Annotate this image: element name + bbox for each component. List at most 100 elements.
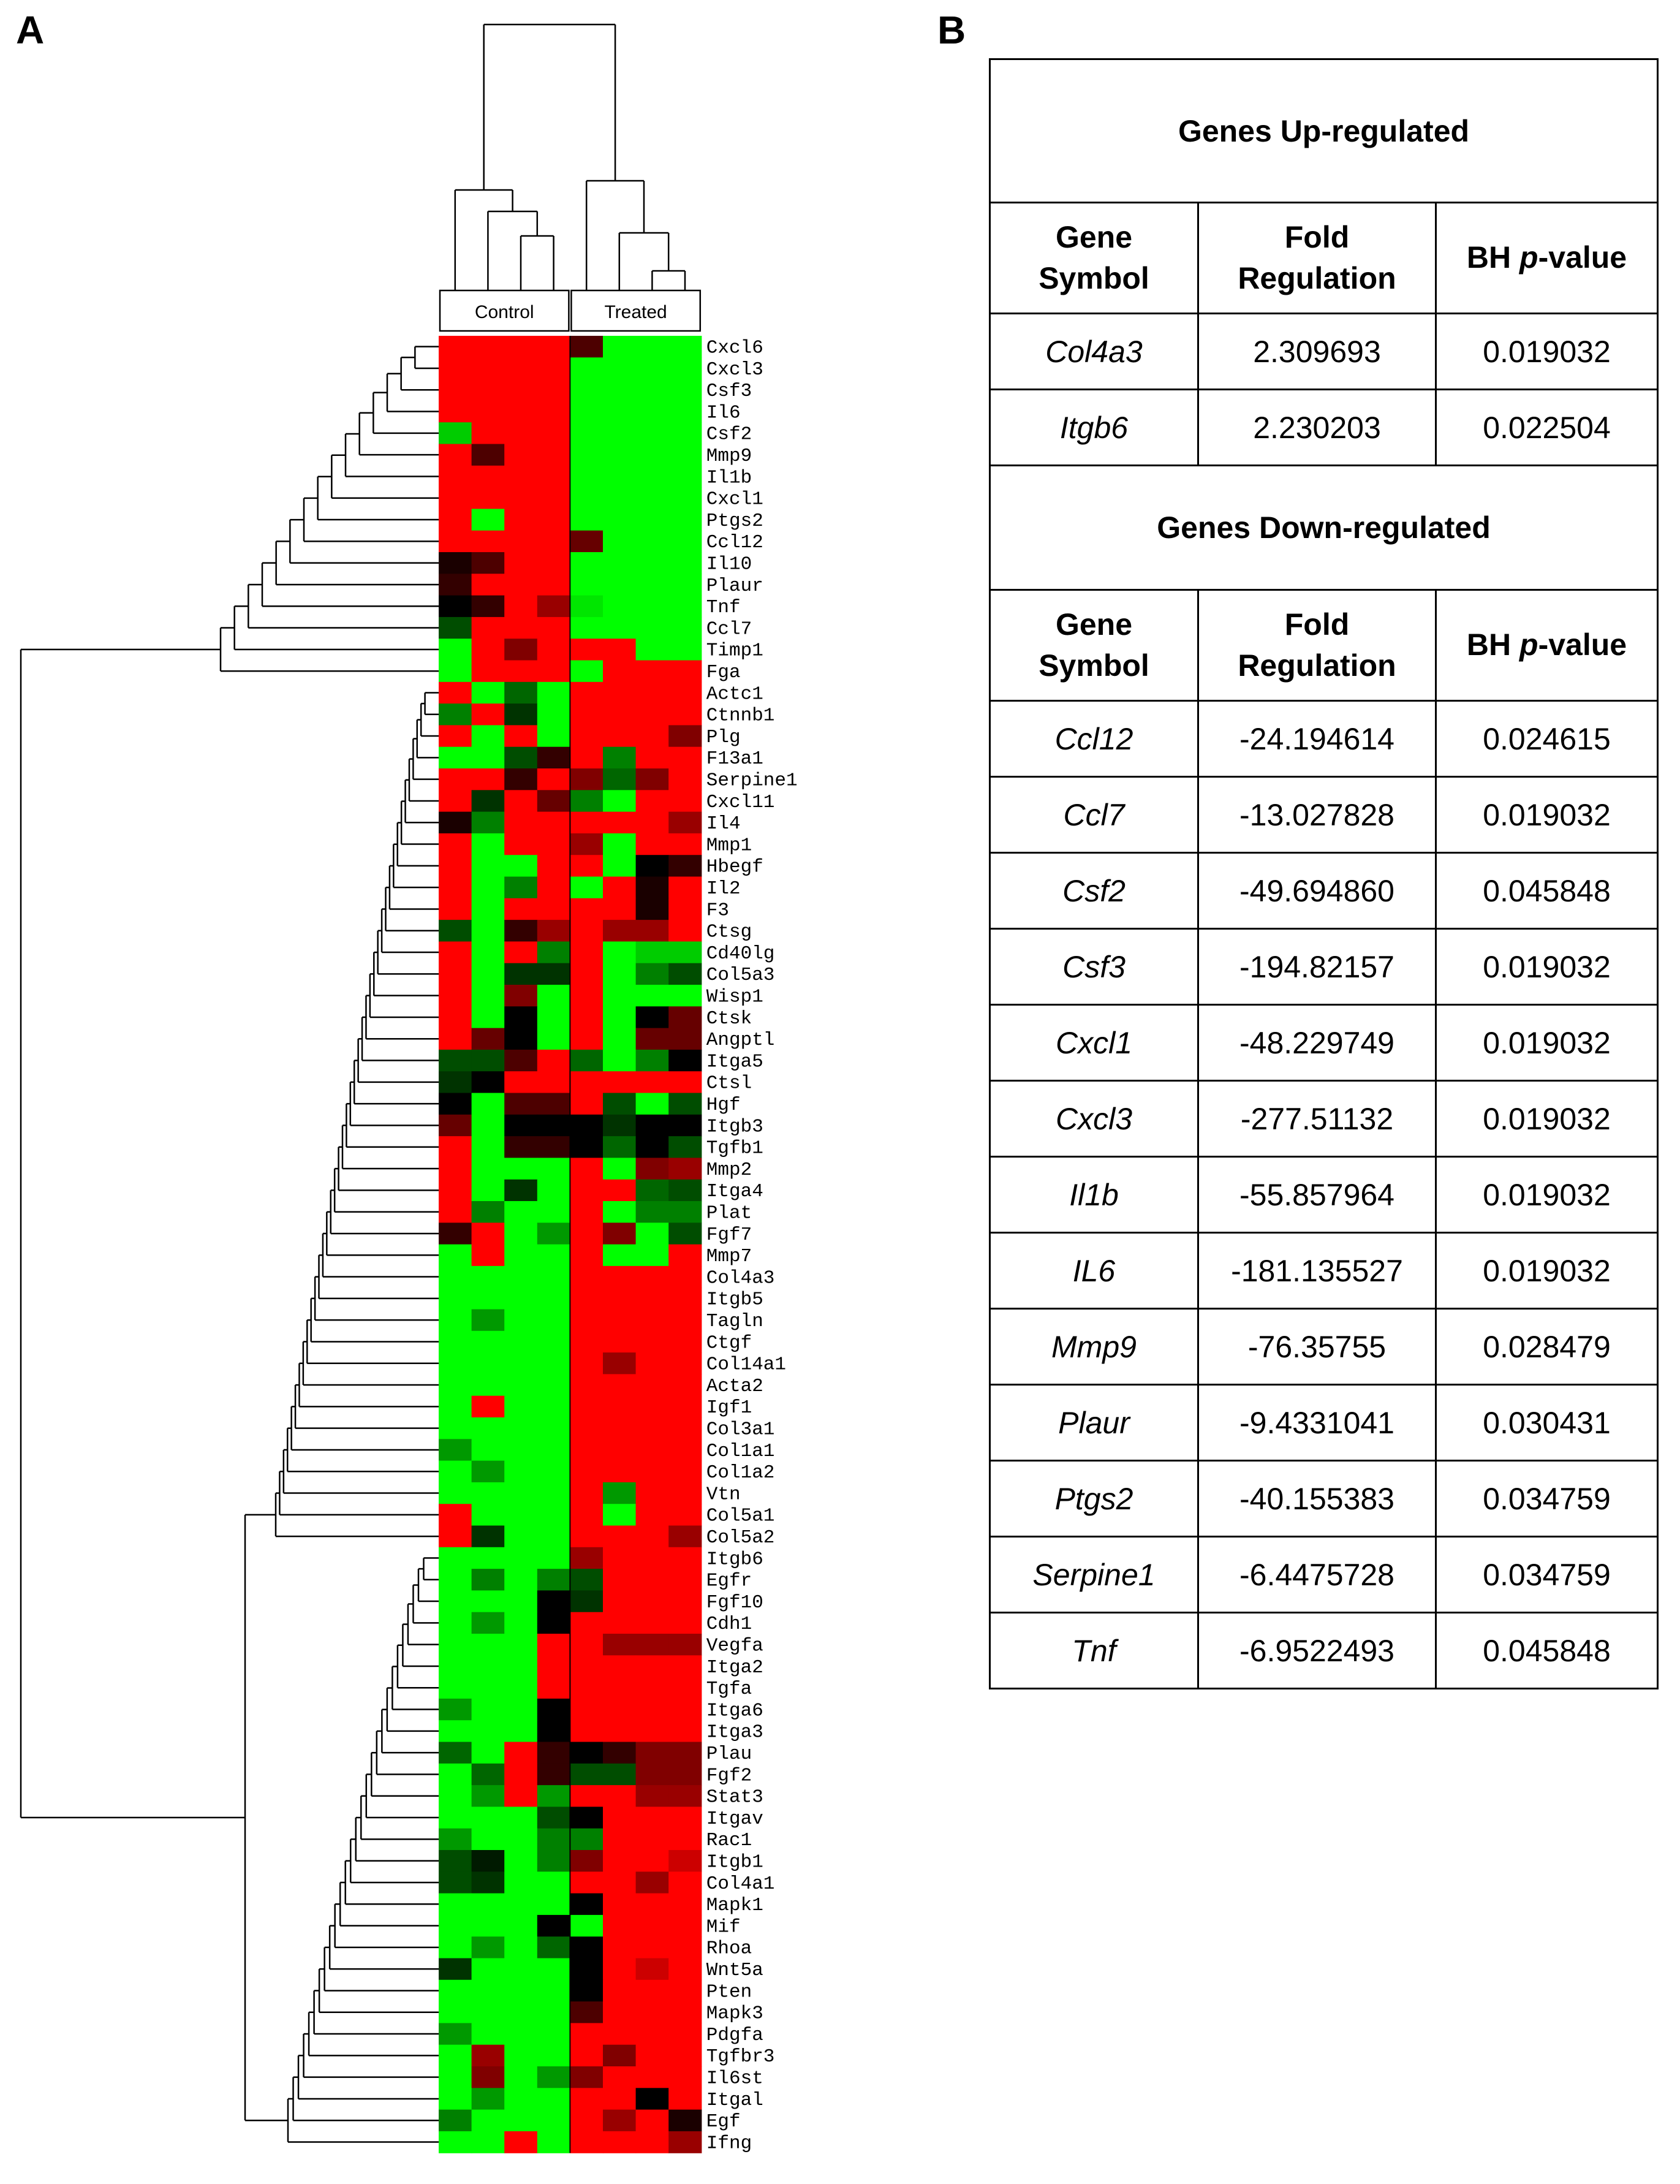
heatmap-cell: [471, 595, 505, 618]
heatmap-cell: [504, 1136, 538, 1158]
heatmap-cell: [635, 2109, 669, 2132]
heatmap-cell: [504, 811, 538, 834]
heatmap-cell: [504, 379, 538, 401]
fold-regulation-cell: -9.4331041: [1197, 1384, 1437, 1462]
heatmap-cell: [570, 898, 604, 920]
heatmap-cell: [471, 1460, 505, 1483]
up-regulated-title: Genes Up-regulated: [988, 58, 1659, 203]
table-row: Mmp9 -76.35755 0.028479: [989, 1308, 1659, 1386]
heatmap-cell: [504, 725, 538, 748]
heatmap-cell: [603, 1655, 637, 1678]
heatmap-cell: [471, 1612, 505, 1634]
heatmap-cell: [504, 1028, 538, 1050]
heatmap-cell: [570, 2088, 604, 2110]
heatmap-cell: [603, 1807, 637, 1829]
heatmap-cell: [635, 1136, 669, 1158]
gene-label: Itgal: [706, 2090, 763, 2111]
table-row: Serpine1 -6.4475728 0.034759: [989, 1536, 1659, 1613]
gene-label: Mapk3: [706, 2003, 763, 2025]
heatmap-cell: [471, 1352, 505, 1374]
bh-p-value-cell: 0.019032: [1434, 928, 1659, 1006]
heatmap-cell: [603, 1828, 637, 1851]
heatmap-cell: [570, 1936, 604, 1959]
heatmap-cell: [439, 1287, 472, 1310]
heatmap-cell: [603, 920, 637, 942]
down-header-row: Gene Symbol Fold Regulation BH p-value: [989, 589, 1659, 702]
heatmap-cell: [603, 876, 637, 899]
heatmap-cell: [537, 1460, 570, 1483]
heatmap-cell: [471, 1871, 505, 1894]
heatmap-cell: [471, 1569, 505, 1591]
heatmap-cell: [668, 1158, 702, 1180]
heatmap-cell: [603, 2088, 637, 2110]
heatmap-cell: [504, 1936, 538, 1959]
heatmap-cell: [471, 1914, 505, 1937]
heatmap-cell: [439, 920, 472, 942]
heatmap-cell: [439, 1677, 472, 1699]
heatmap-cell: [603, 574, 637, 596]
heatmap-cell: [439, 1114, 472, 1137]
heatmap-cell: [504, 2001, 538, 2023]
heatmap-cell: [504, 1049, 538, 1072]
gene-label: Tgfa: [706, 1678, 752, 1700]
gene-label: Col14a1: [706, 1354, 786, 1376]
heatmap-cell: [537, 422, 570, 445]
heatmap-cell: [504, 1807, 538, 1829]
heatmap-cell: [635, 639, 669, 661]
down-regulated-title: Genes Down-regulated: [988, 464, 1659, 591]
bh-p-value-cell: 0.034759: [1434, 1536, 1659, 1613]
gene-label: Col4a1: [706, 1873, 775, 1895]
heatmap-cell: [668, 639, 702, 661]
heatmap-cell: [635, 1201, 669, 1223]
heatmap-cell: [668, 1114, 702, 1137]
gene-label: Wisp1: [706, 987, 763, 1008]
heatmap-cell: [471, 1850, 505, 1872]
heatmap-cell: [504, 422, 538, 445]
heatmap-cell: [537, 1914, 570, 1937]
heatmap-cell: [439, 444, 472, 466]
heatmap-cell: [603, 465, 637, 488]
heatmap-cell: [439, 1352, 472, 1374]
heatmap-cell: [603, 1850, 637, 1872]
bh-p-value-cell: 0.019032: [1434, 313, 1659, 390]
heatmap-cell: [668, 1871, 702, 1894]
heatmap-cell: [537, 400, 570, 423]
heatmap-cell: [537, 1352, 570, 1374]
heatmap-cell: [504, 465, 538, 488]
gene-label: Il10: [706, 554, 752, 575]
heatmap-cell: [471, 1049, 505, 1072]
heatmap-cell: [439, 725, 472, 748]
fold-regulation-cell: -6.4475728: [1197, 1536, 1437, 1613]
gene-symbol-cell: Cxcl1: [989, 1004, 1199, 1082]
heatmap-cell: [603, 1287, 637, 1310]
heatmap-cell: [504, 595, 538, 618]
heatmap-cell: [603, 1763, 637, 1786]
heatmap-cell: [635, 855, 669, 878]
gene-label: Actc1: [706, 683, 763, 705]
heatmap-cell: [439, 1395, 472, 1418]
heatmap-cell: [537, 1850, 570, 1872]
heatmap-cell: [635, 1807, 669, 1829]
heatmap-cell: [570, 920, 604, 942]
heatmap-cell: [537, 1612, 570, 1634]
fold-regulation-cell: -13.027828: [1197, 776, 1437, 854]
heatmap-cell: [635, 1114, 669, 1137]
gene-label: F3: [706, 900, 729, 921]
heatmap-cell: [635, 1071, 669, 1094]
heatmap-cell: [504, 1547, 538, 1569]
gene-label: Il2: [706, 878, 741, 900]
heatmap-cell: [635, 2088, 669, 2110]
heatmap-cell: [635, 1417, 669, 1439]
heatmap-cell: [570, 1179, 604, 1202]
heatmap-cell: [570, 985, 604, 1007]
heatmap-cell: [537, 1785, 570, 1807]
heatmap-cell: [603, 1958, 637, 1981]
heatmap-cell: [668, 1093, 702, 1115]
heatmap-cell: [668, 1979, 702, 2002]
heatmap-cell: [504, 1395, 538, 1418]
gene-label: Stat3: [706, 1787, 763, 1808]
heatmap-cell: [471, 1071, 505, 1094]
gene-label: Col4a3: [706, 1267, 775, 1289]
heatmap-cell: [570, 855, 604, 878]
heatmap-cell: [603, 746, 637, 769]
